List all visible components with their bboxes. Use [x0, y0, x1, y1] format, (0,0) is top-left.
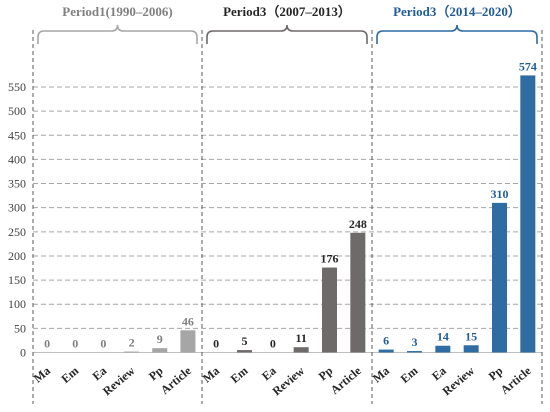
bar-value-label: 0 — [270, 337, 276, 351]
x-tick-label: Ea — [90, 364, 110, 384]
bar — [463, 345, 479, 353]
y-tick-label: 400 — [8, 152, 26, 166]
bar-value-label: 9 — [157, 332, 163, 346]
x-tick-label: Ea — [429, 364, 449, 384]
bar — [378, 349, 394, 353]
panel-title: Period3（2007–2013） — [223, 4, 351, 19]
x-tick-label: Article — [158, 363, 195, 397]
y-tick-label: 100 — [8, 297, 26, 311]
x-tick-label: Ma — [370, 364, 392, 386]
y-tick-label: 250 — [8, 225, 26, 239]
bar-value-label: 14 — [437, 330, 449, 344]
y-tick-label: 500 — [8, 104, 26, 118]
y-tick-label: 550 — [8, 80, 26, 94]
x-tick-label: Em — [228, 364, 251, 386]
x-tick-label: Pp — [486, 363, 506, 383]
bar-value-label: 46 — [182, 314, 194, 328]
bar — [152, 348, 168, 353]
bar-value-label: 0 — [213, 337, 219, 351]
bar-value-label: 0 — [44, 337, 50, 351]
y-tick-label: 200 — [8, 249, 26, 263]
bar — [492, 202, 507, 353]
x-tick-label: Ea — [259, 364, 279, 384]
bar — [293, 347, 309, 353]
y-tick-label: 50 — [14, 321, 26, 335]
x-tick-label: Em — [398, 364, 421, 386]
panel-brace — [37, 24, 198, 44]
bar-value-label: 310 — [491, 187, 509, 201]
bar — [350, 232, 366, 353]
bar-value-label: 0 — [72, 337, 78, 351]
x-tick-label: Em — [58, 364, 81, 386]
bar-value-label: 574 — [519, 59, 537, 73]
x-tick-label: Pp — [316, 363, 336, 383]
x-tick-label: Pp — [146, 363, 166, 383]
bar-value-label: 11 — [295, 331, 306, 345]
panel-title: Period3（2014–2020） — [393, 4, 521, 19]
bar-value-label: 15 — [465, 329, 477, 343]
y-tick-label: 300 — [8, 201, 26, 215]
y-tick-label: 450 — [8, 128, 26, 142]
y-tick-label: 0 — [20, 346, 26, 360]
x-tick-label: Review — [270, 363, 308, 398]
bar — [322, 267, 337, 353]
bar — [124, 351, 140, 353]
bar — [435, 345, 451, 353]
y-tick-label: 150 — [8, 273, 26, 287]
x-tick-label: Ma — [200, 364, 222, 386]
bar-value-label: 5 — [242, 334, 248, 348]
bar-value-label: 2 — [129, 336, 135, 350]
panel-brace — [376, 24, 538, 44]
x-tick-label: Review — [100, 363, 138, 398]
bar-value-label: 3 — [412, 335, 418, 349]
x-tick-label: Ma — [31, 364, 53, 386]
bar — [520, 75, 536, 353]
bar — [407, 351, 422, 353]
bar — [237, 350, 252, 353]
x-tick-label: Article — [328, 363, 365, 397]
bar — [180, 330, 196, 353]
y-tick-label: 350 — [8, 177, 26, 191]
bar-value-label: 0 — [100, 337, 106, 351]
panel-title: Period1(1990–2006) — [62, 4, 172, 19]
bar-value-label: 6 — [383, 334, 389, 348]
x-tick-label: Article — [498, 363, 535, 397]
bar-value-label: 176 — [321, 252, 339, 266]
x-tick-label: Review — [440, 363, 478, 398]
bar-value-label: 248 — [349, 217, 367, 231]
panel-brace — [206, 24, 368, 44]
